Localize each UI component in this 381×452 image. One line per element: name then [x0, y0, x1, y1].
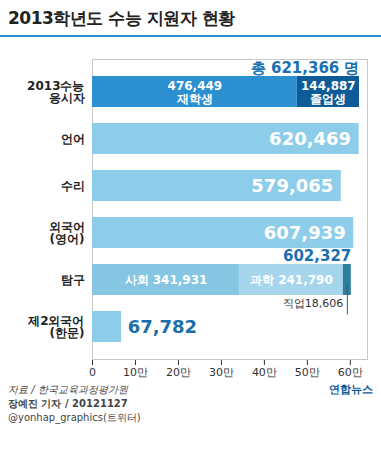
- html-text:연합뉴스: 연합뉴스: [329, 383, 373, 396]
- svg-text:총 621,366 명: 총 621,366 명: [251, 59, 360, 77]
- svg-text:607,939: 607,939: [264, 222, 346, 243]
- svg-text:외국어(영어): 외국어(영어): [49, 220, 85, 246]
- svg-text:과학 241,790: 과학 241,790: [250, 273, 333, 287]
- svg-text:제2외국어(한문): 제2외국어(한문): [27, 314, 84, 340]
- svg-text:620,469: 620,469: [269, 128, 351, 149]
- svg-text:476,449재학생: 476,449재학생: [168, 79, 223, 107]
- svg-text:30만: 30만: [209, 366, 234, 379]
- svg-text:602,327: 602,327: [283, 247, 351, 265]
- svg-text:사회 341,931: 사회 341,931: [125, 273, 208, 287]
- svg-text:탐구: 탐구: [61, 273, 85, 287]
- svg-text:언어: 언어: [61, 132, 85, 146]
- svg-text:2013수능응시자: 2013수능응시자: [27, 79, 84, 105]
- svg-text:수리: 수리: [61, 179, 85, 193]
- html-text:자료 / 한국교육과정평가원: 자료 / 한국교육과정평가원: [8, 384, 128, 395]
- svg-text:20만: 20만: [166, 366, 191, 379]
- svg-text:60만: 60만: [338, 366, 363, 379]
- html-text:장예진 기자 / 20121127: 장예진 기자 / 20121127: [8, 398, 128, 409]
- svg-text:144,887졸업생: 144,887졸업생: [301, 79, 356, 107]
- svg-text:직업18,606: 직업18,606: [283, 297, 344, 310]
- svg-text:40만: 40만: [252, 366, 277, 379]
- html-text:2013학년도 수능 지원자 현황: 2013학년도 수능 지원자 현황: [8, 8, 235, 28]
- svg-text:0: 0: [89, 366, 96, 379]
- svg-text:67,782: 67,782: [128, 316, 197, 337]
- html-text:@yonhap_graphics(트위터): @yonhap_graphics(트위터): [8, 412, 141, 423]
- svg-text:10만: 10만: [123, 366, 148, 379]
- svg-text:579,065: 579,065: [251, 175, 333, 196]
- svg-text:50만: 50만: [295, 366, 320, 379]
